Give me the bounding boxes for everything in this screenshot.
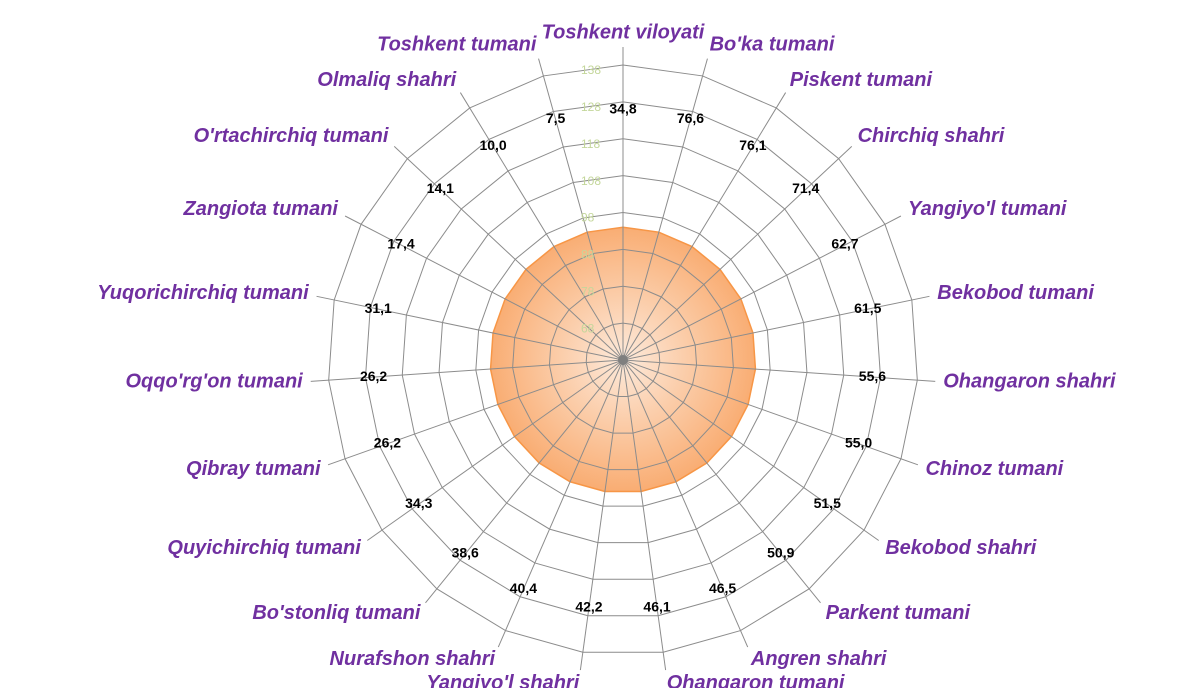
category-label: Oqqo'rg'on tumani [125, 371, 303, 393]
tick-label: 78 [581, 284, 595, 298]
data-label: 62,7 [831, 236, 858, 252]
tick-label: 68 [581, 321, 595, 335]
grid-ring [401, 138, 845, 580]
grid-ring [475, 211, 771, 507]
tick-label: 128 [581, 100, 601, 114]
category-label: Yangiyo'l shahri [426, 672, 579, 688]
data-label: 51,5 [814, 495, 841, 511]
data-label: 26,2 [360, 368, 387, 384]
spoke [459, 92, 624, 361]
spoke [622, 295, 930, 361]
spoke [327, 359, 624, 466]
category-label: Parkent tumani [826, 602, 971, 624]
data-label: 61,5 [854, 300, 881, 316]
grid-ring [585, 322, 661, 398]
data-label: 76,1 [739, 137, 766, 153]
grid-ring [548, 285, 698, 434]
category-label: Bekobod shahri [885, 537, 1037, 559]
category-label: Ohangaron tumani [667, 672, 845, 688]
spoke [425, 359, 624, 604]
category-label: Bo'stonliq tumani [252, 602, 421, 624]
grid-ring [328, 64, 918, 653]
category-label: Nurafshon shahri [330, 648, 496, 670]
data-label: 71,4 [792, 180, 819, 196]
tick-label: 88 [581, 248, 595, 262]
grid-ring [438, 175, 808, 544]
data-label: 76,6 [677, 110, 704, 126]
data-label: 46,1 [643, 598, 670, 614]
spoke [310, 359, 624, 382]
category-label: O'rtachirchiq tumani [194, 125, 389, 147]
category-label: Quyichirchiq tumani [167, 537, 361, 559]
data-label: 38,6 [452, 545, 479, 561]
tick-label: 108 [581, 174, 601, 188]
data-label: 26,2 [374, 434, 401, 450]
tick-label: 98 [581, 211, 595, 225]
category-label: Chinoz tumani [925, 458, 1063, 480]
spoke [344, 215, 624, 361]
data-label: 42,2 [575, 598, 602, 614]
spoke [622, 359, 879, 541]
category-label: Piskent tumani [790, 69, 933, 91]
data-label: 55,0 [845, 434, 872, 450]
data-label: 31,1 [365, 300, 392, 316]
spoke [622, 145, 853, 361]
data-label: 7,5 [546, 110, 566, 126]
center-dot [618, 355, 628, 365]
category-label: Bekobod tumani [937, 282, 1094, 304]
data-label: 50,9 [767, 545, 794, 561]
grid-ring [364, 101, 882, 617]
spoke [393, 145, 624, 361]
data-label: 55,6 [859, 368, 886, 384]
spoke [579, 359, 624, 671]
spoke [622, 359, 667, 671]
tick-label: 138 [581, 63, 601, 77]
tick-label: 118 [581, 137, 600, 151]
category-label: Angren shahri [750, 648, 887, 670]
spoke [622, 215, 902, 361]
data-label: 14,1 [427, 180, 454, 196]
data-label: 34,3 [405, 495, 432, 511]
category-label: Qibray tumani [186, 458, 321, 480]
spoke [622, 359, 821, 604]
spoke [316, 295, 624, 361]
category-label: Zangiota tumani [183, 198, 339, 220]
spoke [497, 359, 624, 648]
category-label: Chirchiq shahri [858, 125, 1005, 147]
data-label: 17,4 [387, 236, 414, 252]
spoke [622, 359, 936, 382]
category-label: Bo'ka tumani [710, 33, 835, 55]
grid-ring [512, 248, 734, 471]
data-label: 34,8 [609, 101, 636, 117]
data-label: 40,4 [510, 580, 537, 596]
spoke [622, 92, 787, 361]
category-label: Ohangaron shahri [943, 371, 1116, 393]
spoke [622, 58, 708, 361]
data-label: 10,0 [479, 137, 506, 153]
category-label: Olmaliq shahri [317, 69, 456, 91]
spoke [367, 359, 624, 541]
spoke [622, 359, 749, 648]
category-label: Toshkent tumani [377, 33, 537, 55]
data-label: 46,5 [709, 580, 736, 596]
category-label: Yangiyo'l tumani [908, 198, 1067, 220]
spoke [538, 58, 624, 361]
category-label: Toshkent viloyati [542, 21, 705, 43]
spoke [622, 359, 919, 466]
category-label: Yuqorichirchiq tumani [97, 282, 309, 304]
